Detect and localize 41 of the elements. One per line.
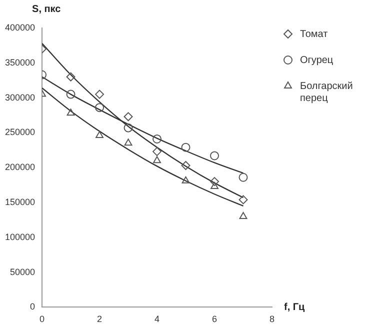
point bbox=[124, 138, 132, 146]
y-tick-label: 0 bbox=[30, 302, 36, 312]
point bbox=[96, 130, 104, 138]
x-axis-title: f, Гц bbox=[284, 302, 306, 313]
point bbox=[152, 147, 162, 156]
x-tick-label: 2 bbox=[97, 314, 102, 324]
point bbox=[210, 151, 220, 160]
point bbox=[95, 90, 104, 99]
x-tick-label: 6 bbox=[212, 314, 218, 324]
point bbox=[66, 90, 76, 99]
y-tick-label: 400000 bbox=[4, 22, 36, 32]
point bbox=[182, 176, 190, 184]
point bbox=[239, 212, 248, 219]
point bbox=[181, 142, 190, 152]
y-tick-label: 50000 bbox=[10, 266, 36, 277]
point bbox=[210, 177, 220, 186]
point bbox=[124, 123, 133, 132]
legend-label: Огурец bbox=[300, 54, 334, 66]
y-tick-label: 350000 bbox=[4, 57, 36, 68]
legend-label: Томат bbox=[300, 28, 328, 40]
point bbox=[95, 103, 104, 112]
point bbox=[152, 134, 162, 144]
y-tick-label: 200000 bbox=[4, 162, 36, 172]
point bbox=[66, 108, 75, 116]
y-axis-title: S, пкс bbox=[32, 4, 62, 15]
x-tick-label: 0 bbox=[40, 314, 45, 324]
point bbox=[124, 112, 133, 122]
point bbox=[238, 172, 248, 182]
legend-label: Болгарский перец bbox=[300, 80, 353, 104]
y-tick-label: 150000 bbox=[4, 196, 36, 207]
x-tick-label: 8 bbox=[269, 314, 275, 324]
point bbox=[181, 161, 190, 170]
y-tick-label: 100000 bbox=[4, 232, 36, 242]
point bbox=[66, 72, 76, 82]
point bbox=[210, 182, 218, 189]
line-series bbox=[42, 87, 244, 207]
point bbox=[238, 195, 248, 204]
y-tick-label: 300000 bbox=[4, 92, 36, 102]
y-tick-label: 250000 bbox=[4, 127, 36, 138]
x-tick-label: 4 bbox=[154, 314, 160, 324]
point bbox=[153, 156, 161, 164]
